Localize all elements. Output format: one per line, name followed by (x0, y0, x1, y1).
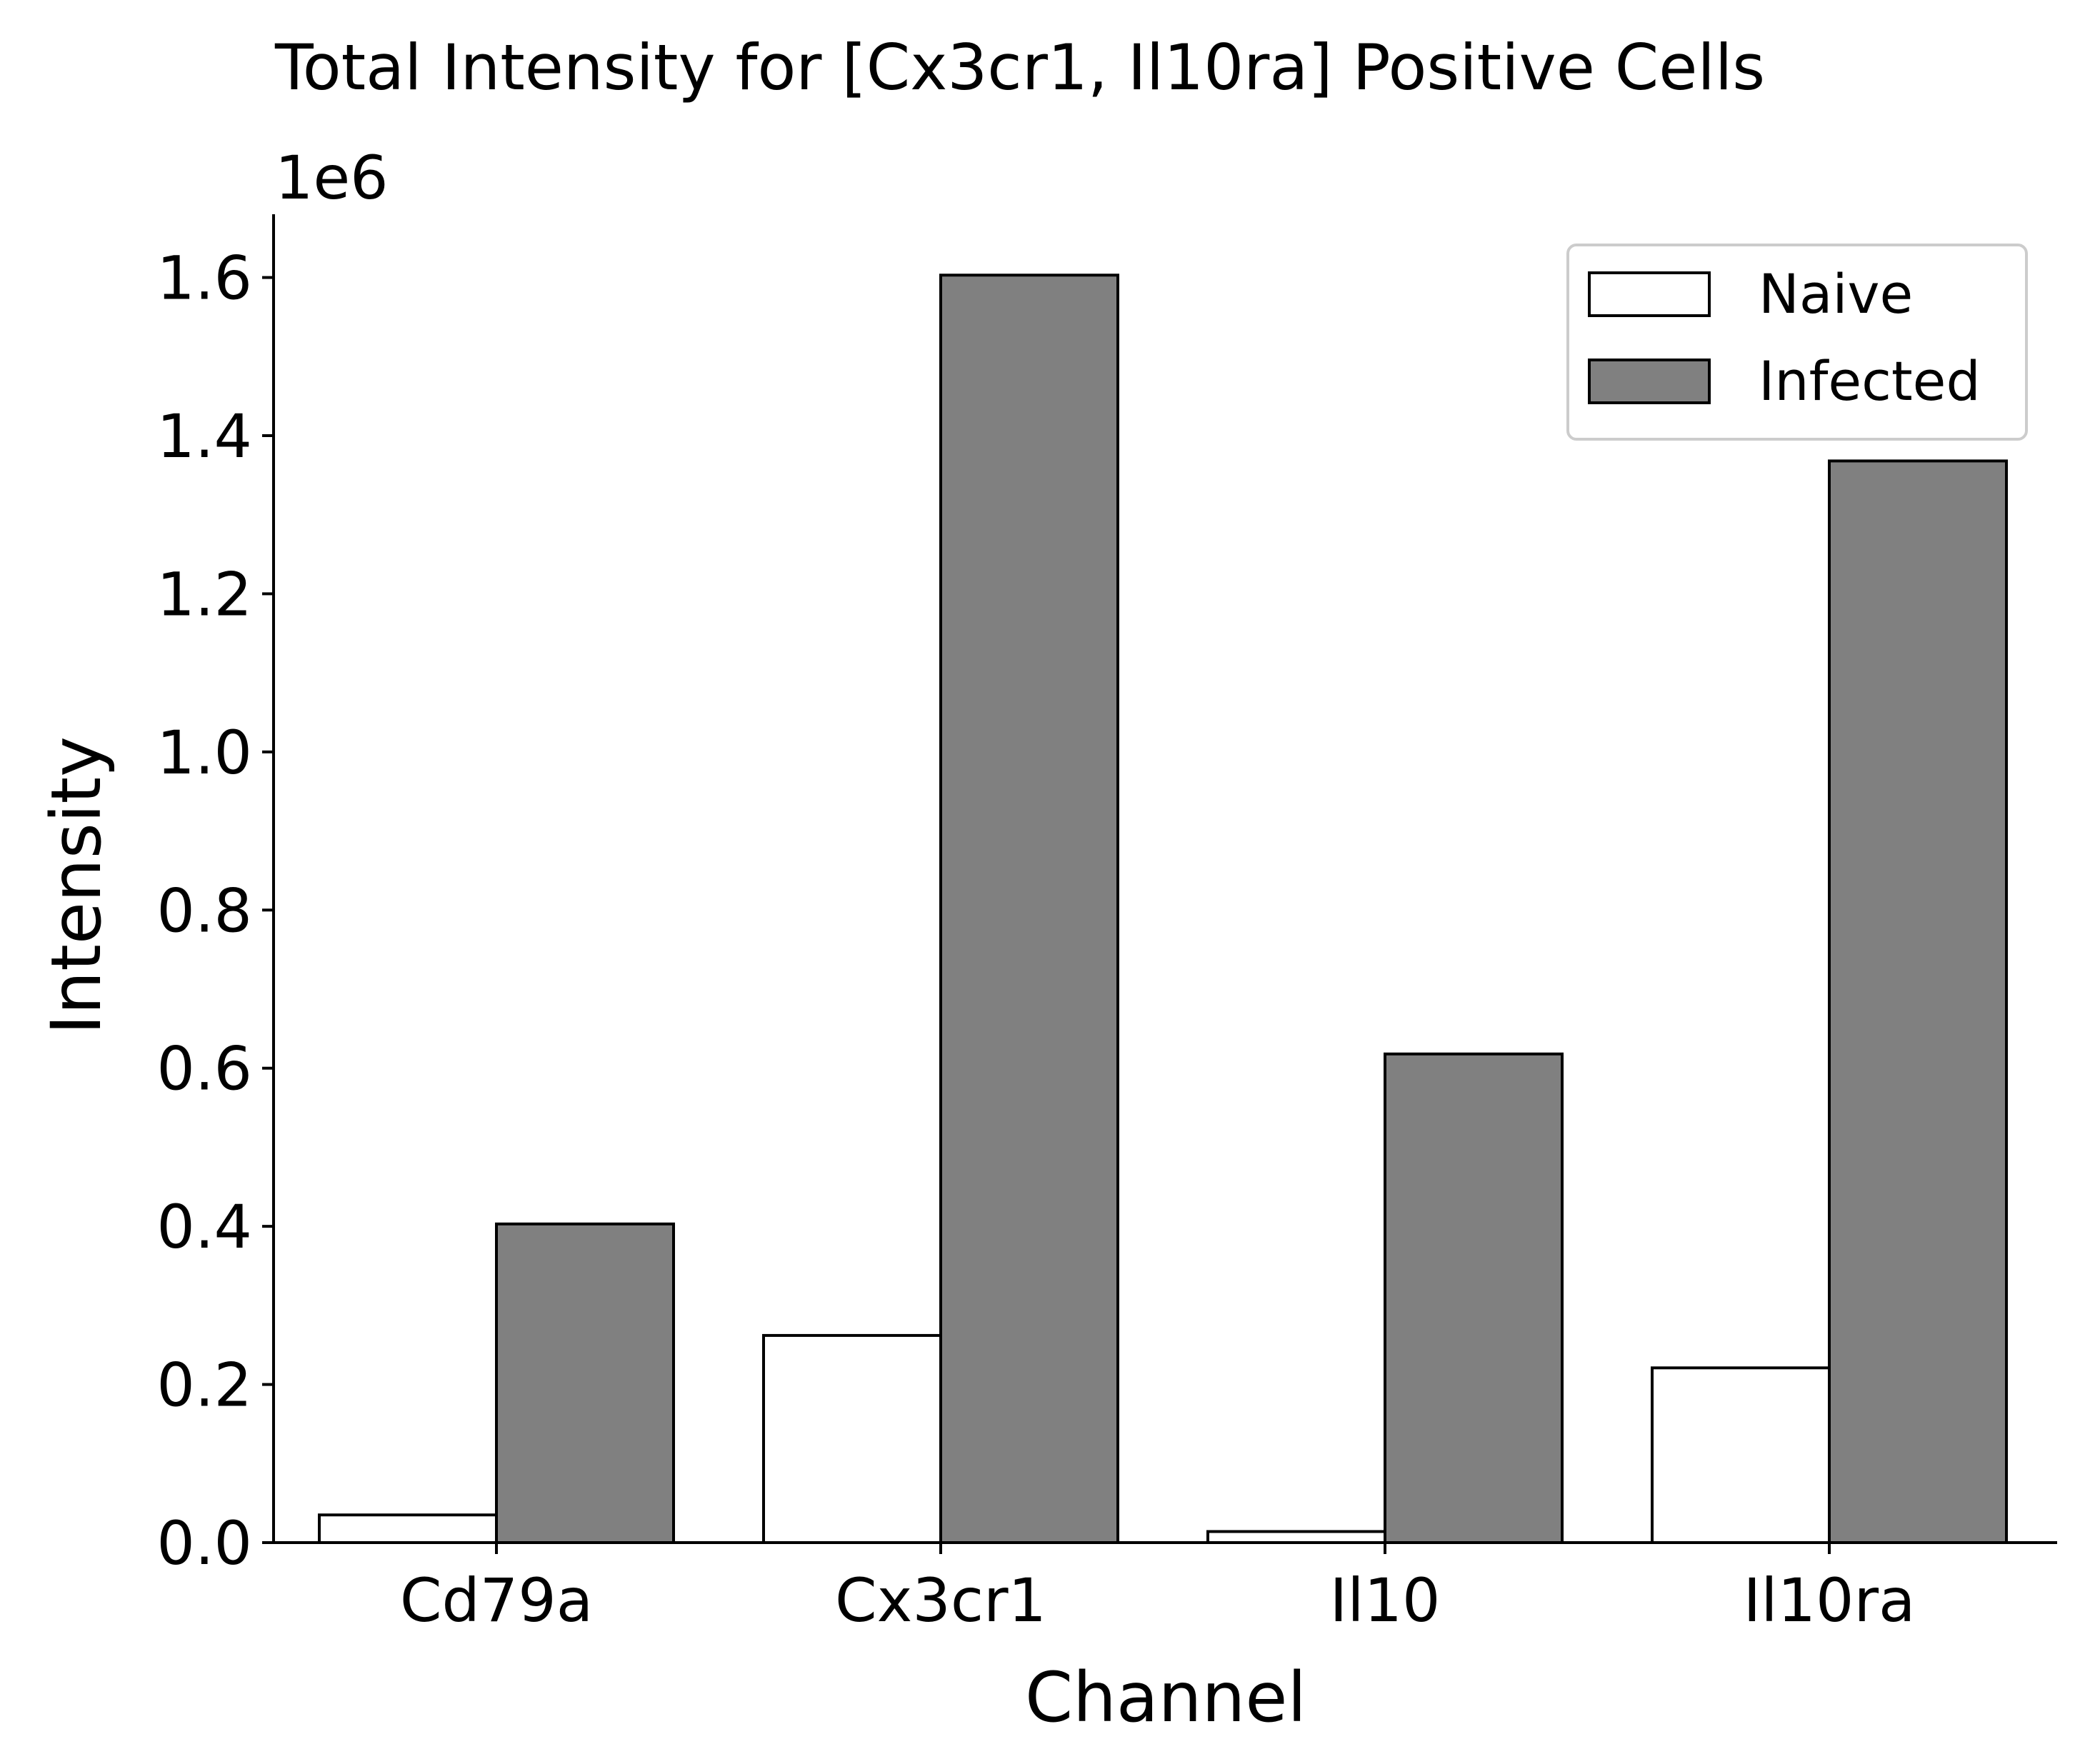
bar-infected-cd79a (495, 1222, 675, 1544)
y-axis-ticks: 0.0 0.2 0.4 0.6 0.8 1.0 1.2 1.4 1.6 (156, 244, 274, 1578)
x-axis-label: Channel (1025, 1658, 1306, 1738)
bar-infected-il10ra (1828, 459, 2008, 1544)
y-tick-label: 0.8 (156, 876, 252, 946)
chart-title: Total Intensity for [Cx3cr1, Il10ra] Pos… (274, 31, 1765, 104)
bars-group (318, 274, 2008, 1545)
y-tick-label: 0.0 (156, 1508, 252, 1578)
legend-swatch-infected (1588, 359, 1711, 404)
y-tick-label: 1.2 (156, 559, 252, 629)
y-tick-label: 0.6 (156, 1034, 252, 1104)
x-tick-label: Il10ra (1743, 1565, 1915, 1635)
x-axis-ticks: Cd79a Cx3cr1 Il10 Il10ra (400, 1543, 1916, 1635)
bar-infected-cx3cr1 (939, 274, 1119, 1544)
y-axis-offset-label: 1e6 (275, 143, 389, 213)
legend-swatch-naive (1588, 271, 1711, 317)
y-tick-label: 1.4 (156, 401, 252, 471)
x-tick-label: Cx3cr1 (835, 1565, 1046, 1635)
y-tick-label: 1.0 (156, 718, 252, 788)
x-tick-label: Cd79a (400, 1565, 593, 1635)
x-tick-label: Il10 (1330, 1565, 1441, 1635)
legend-label-infected: Infected (1759, 349, 1981, 413)
bar-naive-il10 (1206, 1530, 1386, 1544)
y-tick-label: 1.6 (156, 244, 252, 314)
y-tick-label: 0.2 (156, 1350, 252, 1420)
bar-infected-il10 (1384, 1052, 1564, 1545)
bar-naive-cx3cr1 (762, 1333, 942, 1545)
legend: Naive Infected (1566, 244, 2028, 441)
bar-naive-cd79a (318, 1513, 498, 1544)
y-tick-label: 0.4 (156, 1192, 252, 1262)
bar-naive-il10ra (1651, 1366, 1831, 1544)
y-axis-label: Intensity (36, 736, 116, 1035)
legend-label-naive: Naive (1759, 262, 1913, 326)
